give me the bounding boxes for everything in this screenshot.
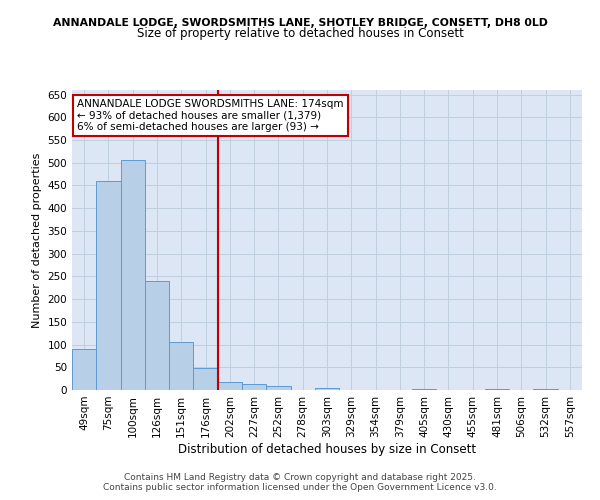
Bar bbox=[169, 342, 193, 390]
Bar bbox=[242, 384, 266, 390]
Text: ANNANDALE LODGE SWORDSMITHS LANE: 174sqm
← 93% of detached houses are smaller (1: ANNANDALE LODGE SWORDSMITHS LANE: 174sqm… bbox=[77, 99, 344, 132]
Bar bbox=[145, 281, 169, 390]
Text: Size of property relative to detached houses in Consett: Size of property relative to detached ho… bbox=[137, 28, 463, 40]
Bar bbox=[193, 368, 218, 390]
Text: ANNANDALE LODGE, SWORDSMITHS LANE, SHOTLEY BRIDGE, CONSETT, DH8 0LD: ANNANDALE LODGE, SWORDSMITHS LANE, SHOTL… bbox=[53, 18, 547, 28]
Bar bbox=[121, 160, 145, 390]
Bar bbox=[266, 386, 290, 390]
Bar bbox=[315, 388, 339, 390]
Bar bbox=[96, 181, 121, 390]
Y-axis label: Number of detached properties: Number of detached properties bbox=[32, 152, 42, 328]
Bar bbox=[485, 388, 509, 390]
Bar bbox=[72, 349, 96, 390]
Bar bbox=[218, 382, 242, 390]
Text: Contains HM Land Registry data © Crown copyright and database right 2025.
Contai: Contains HM Land Registry data © Crown c… bbox=[103, 473, 497, 492]
X-axis label: Distribution of detached houses by size in Consett: Distribution of detached houses by size … bbox=[178, 442, 476, 456]
Bar bbox=[533, 388, 558, 390]
Bar bbox=[412, 388, 436, 390]
